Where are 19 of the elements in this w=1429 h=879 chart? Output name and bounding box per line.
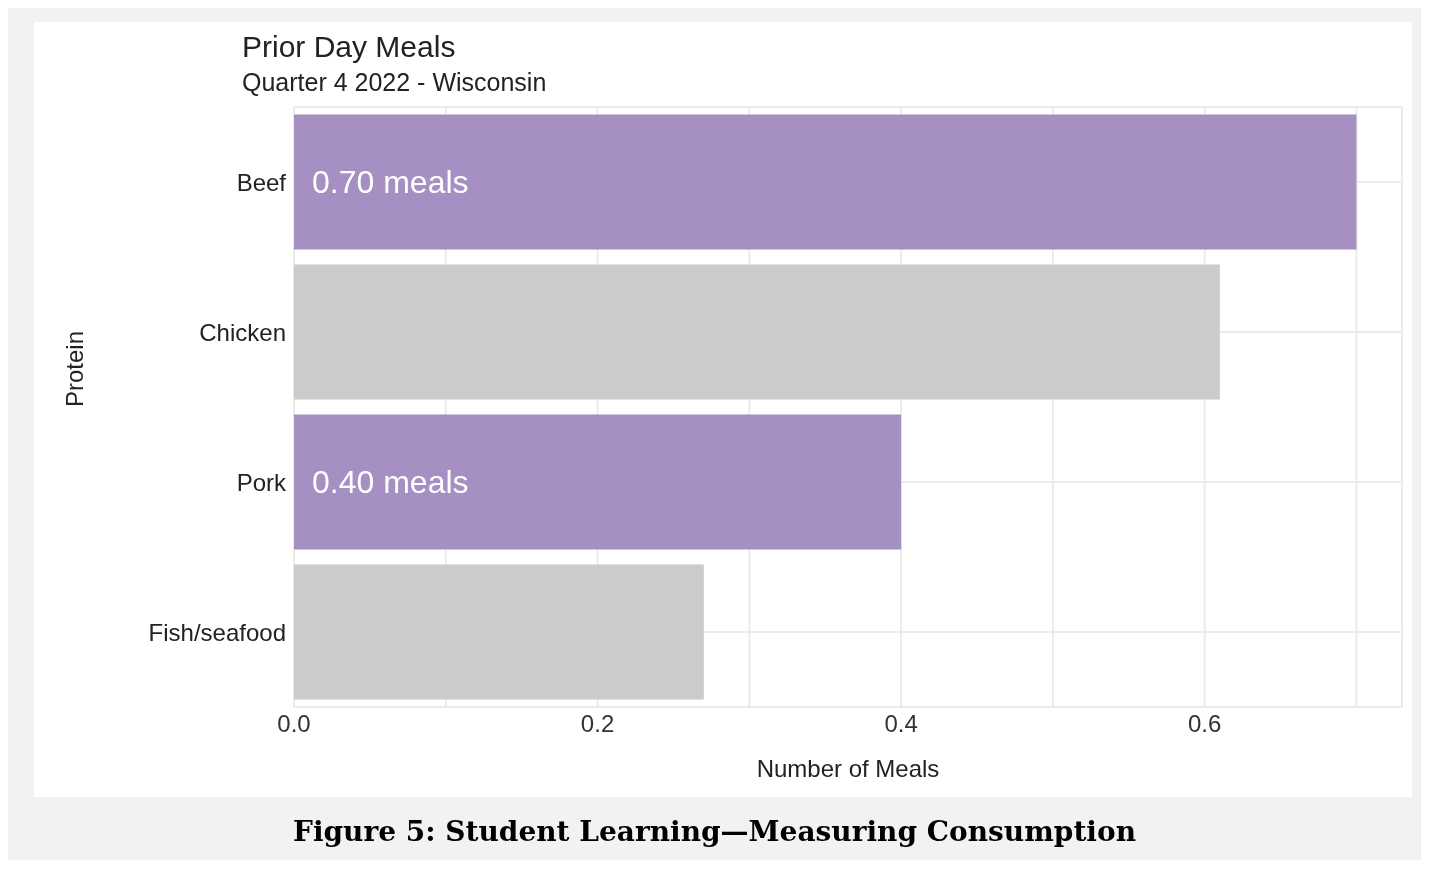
x-tick-label: 0.0 bbox=[277, 710, 311, 738]
y-tick-label: Chicken bbox=[199, 318, 286, 346]
bar bbox=[294, 264, 1220, 400]
chart-title: Prior Day Meals bbox=[242, 30, 457, 64]
x-tick-label: 0.2 bbox=[580, 710, 615, 738]
x-tick-label: 0.4 bbox=[884, 710, 918, 738]
data-label: 0.70 meals bbox=[312, 164, 469, 201]
x-tick-label: 0.6 bbox=[1188, 710, 1222, 738]
bar bbox=[294, 564, 704, 700]
chart-subtitle: Quarter 4 2022 - Wisconsin bbox=[242, 68, 548, 97]
bar bbox=[294, 114, 1357, 250]
bar bbox=[294, 414, 902, 550]
y-tick-label: Beef bbox=[236, 168, 287, 196]
y-tick-label: Pork bbox=[236, 468, 287, 496]
x-axis-title: Number of Meals bbox=[756, 755, 940, 782]
caption: Figure 5: Student Learning—Measuring Consumption bbox=[292, 815, 1137, 848]
y-tick-label: Fish/seafood bbox=[148, 618, 286, 646]
y-axis-title: Protein bbox=[60, 330, 88, 407]
data-label: 0.40 meals bbox=[312, 464, 469, 501]
